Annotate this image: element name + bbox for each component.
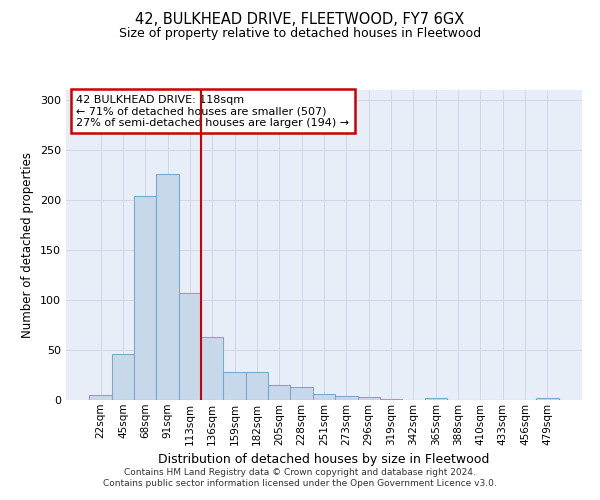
Bar: [246, 372, 268, 400]
Text: Contains HM Land Registry data © Crown copyright and database right 2024.
Contai: Contains HM Land Registry data © Crown c…: [103, 468, 497, 487]
Bar: [157, 174, 179, 400]
Bar: [223, 372, 246, 400]
X-axis label: Distribution of detached houses by size in Fleetwood: Distribution of detached houses by size …: [158, 453, 490, 466]
Bar: [268, 385, 290, 400]
Bar: [358, 397, 380, 400]
Bar: [536, 398, 559, 400]
Bar: [134, 196, 157, 400]
Text: 42, BULKHEAD DRIVE, FLEETWOOD, FY7 6GX: 42, BULKHEAD DRIVE, FLEETWOOD, FY7 6GX: [136, 12, 464, 28]
Bar: [335, 396, 358, 400]
Bar: [425, 398, 447, 400]
Bar: [112, 354, 134, 400]
Text: Size of property relative to detached houses in Fleetwood: Size of property relative to detached ho…: [119, 28, 481, 40]
Y-axis label: Number of detached properties: Number of detached properties: [22, 152, 34, 338]
Bar: [313, 394, 335, 400]
Bar: [290, 387, 313, 400]
Bar: [89, 395, 112, 400]
Bar: [380, 399, 402, 400]
Bar: [201, 337, 223, 400]
Text: 42 BULKHEAD DRIVE: 118sqm
← 71% of detached houses are smaller (507)
27% of semi: 42 BULKHEAD DRIVE: 118sqm ← 71% of detac…: [76, 94, 349, 128]
Bar: [179, 293, 201, 400]
